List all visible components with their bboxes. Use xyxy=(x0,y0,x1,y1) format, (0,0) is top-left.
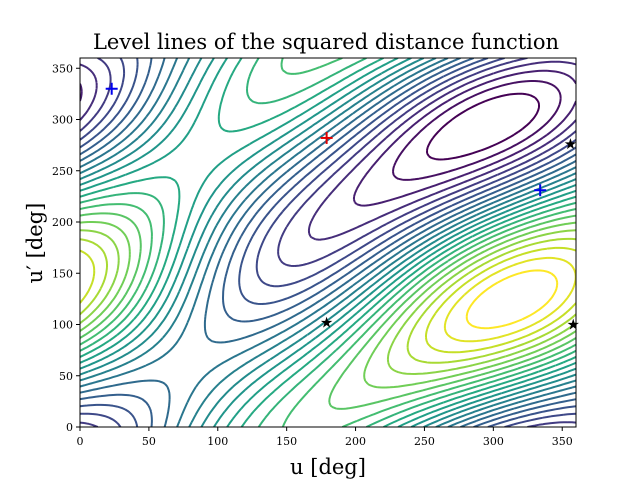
contour-level-line xyxy=(80,58,576,427)
critical-point-markers: ★ ★ ★ xyxy=(105,82,580,334)
x-tick-label: 50 xyxy=(142,435,156,448)
contour-lines xyxy=(80,58,576,427)
y-tick-label: 350 xyxy=(52,62,73,75)
chart-title: Level lines of the squared distance func… xyxy=(93,30,559,54)
contour-level-line xyxy=(80,58,576,427)
contour-level-line xyxy=(80,58,576,427)
contour-level-line xyxy=(443,256,576,343)
maximum-marker xyxy=(320,131,333,144)
x-axis-label: u [deg] xyxy=(290,455,366,479)
x-tick-label: 0 xyxy=(77,435,84,448)
y-tick-label: 200 xyxy=(52,216,73,229)
contour-level-line xyxy=(465,269,559,330)
contour-level-line xyxy=(80,58,576,427)
x-tick-label: 300 xyxy=(483,435,504,448)
contour-level-line xyxy=(80,58,576,427)
contour-level-line xyxy=(80,58,576,427)
y-tick-label: 50 xyxy=(59,370,73,383)
x-tick-label: 250 xyxy=(414,435,435,448)
y-tick-label: 100 xyxy=(52,319,73,332)
contour-level-line xyxy=(80,246,576,354)
contour-level-line xyxy=(80,69,576,207)
minimum-marker xyxy=(534,184,547,197)
contour-level-line xyxy=(80,58,576,427)
contour-level-line xyxy=(392,80,562,181)
contour-level-line xyxy=(80,58,576,427)
saddle-marker: ★ xyxy=(567,316,580,334)
saddle-marker: ★ xyxy=(320,313,333,331)
y-axis: 0 50 100 150 200 250 300 350 xyxy=(52,62,80,434)
y-tick-label: 250 xyxy=(52,165,73,178)
plot-frame xyxy=(79,57,577,428)
contour-level-line xyxy=(80,60,576,241)
contour-level-line xyxy=(80,58,576,427)
contour-level-line xyxy=(80,229,576,375)
contour-level-line xyxy=(80,212,576,410)
contour-level-line xyxy=(80,237,576,364)
y-tick-label: 150 xyxy=(52,267,73,280)
y-tick-label: 300 xyxy=(52,114,73,127)
x-axis: 0 50 100 150 200 250 300 350 xyxy=(77,427,573,448)
saddle-marker: ★ xyxy=(564,135,577,153)
x-tick-label: 200 xyxy=(345,435,366,448)
contour-level-line xyxy=(80,58,576,427)
y-axis-label: u′ [deg] xyxy=(23,203,47,284)
x-tick-label: 350 xyxy=(552,435,573,448)
contour-level-line xyxy=(80,221,576,389)
contour-level-line xyxy=(80,58,576,427)
minimum-marker xyxy=(105,82,118,95)
contour-level-line xyxy=(426,92,540,161)
contour-level-line xyxy=(80,58,576,427)
x-tick-label: 100 xyxy=(207,435,228,448)
y-tick-label: 0 xyxy=(66,421,73,434)
x-tick-label: 150 xyxy=(276,435,297,448)
